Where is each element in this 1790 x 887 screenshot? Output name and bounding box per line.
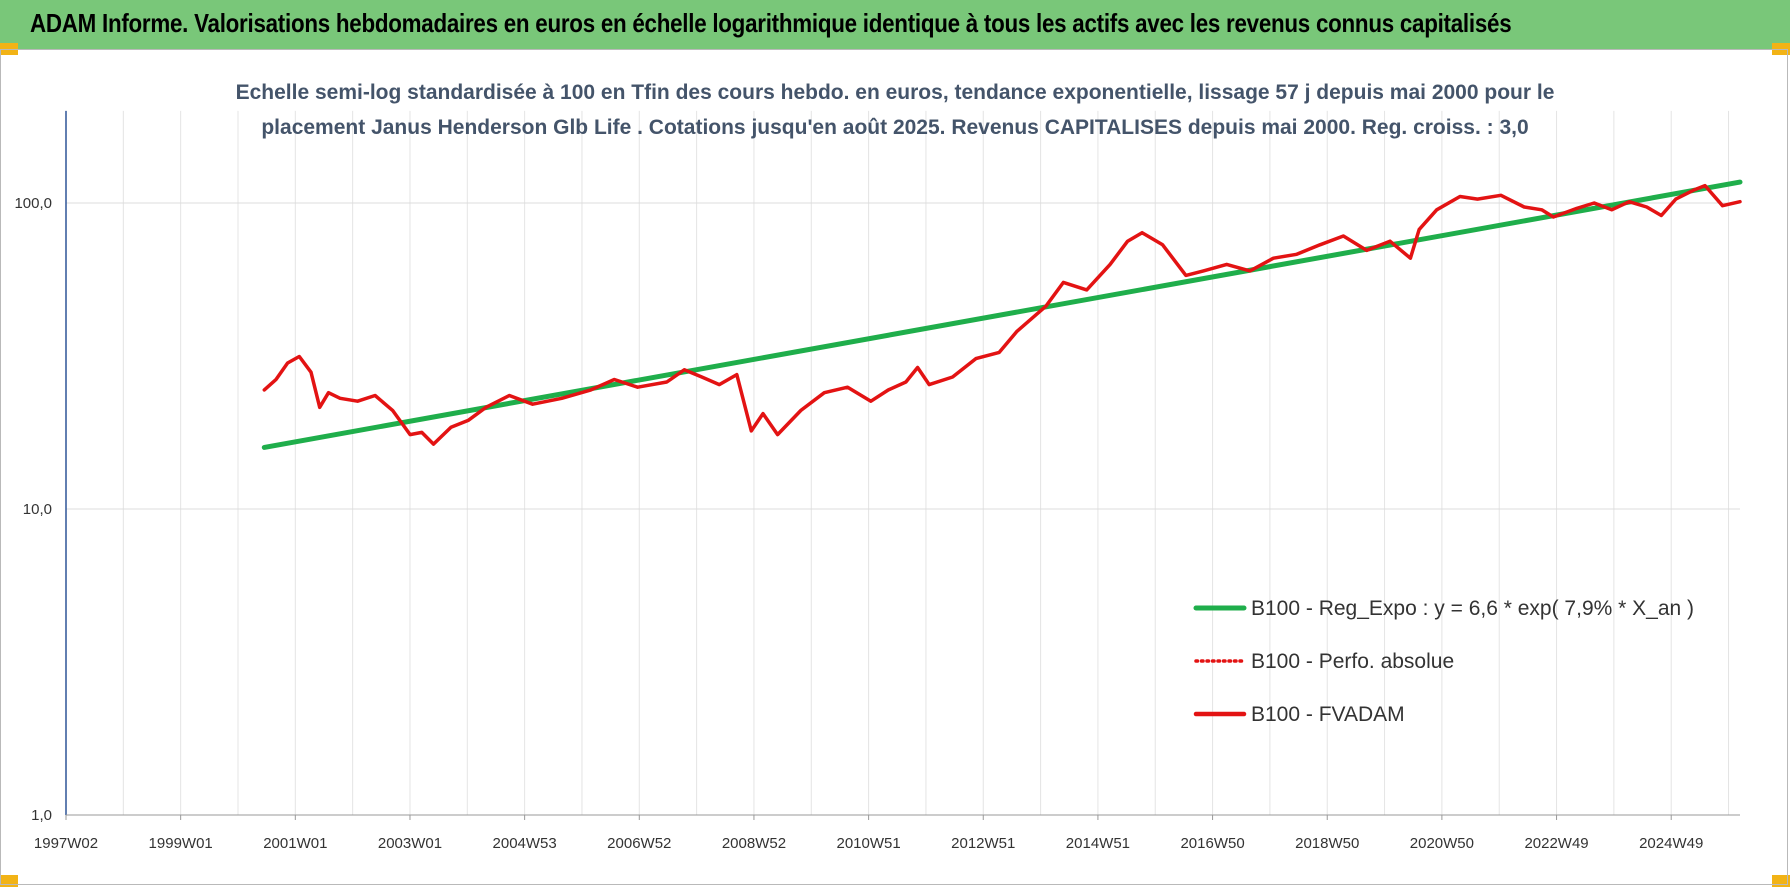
chart-frame — [0, 49, 1788, 885]
chart-axes: 1,0 10,0 100,0 1997W02 1999W01 2001W01 2003W01… — [14, 110, 1740, 852]
x-tick-label: 2003W01 — [378, 835, 442, 852]
x-tick-label: 2022W49 — [1524, 835, 1588, 852]
y-tick-label: 1,0 — [31, 807, 52, 824]
x-tick-label: 1999W01 — [149, 835, 213, 852]
y-tick-label: 10,0 — [23, 501, 52, 518]
report-title: ADAM Informe. Valorisations hebdomadaire… — [30, 8, 1512, 38]
report-header: ADAM Informe. Valorisations hebdomadaire… — [0, 0, 1790, 49]
x-tick-label: 2008W52 — [722, 835, 786, 852]
x-tick-label: 2016W50 — [1180, 835, 1244, 852]
x-tick-label: 2010W51 — [836, 835, 900, 852]
x-tick-label: 1997W02 — [34, 835, 98, 852]
legend-item-regression-label: B100 - Reg_Expo : y = 6,6 * exp( 7,9% * … — [1251, 597, 1694, 620]
chart-title-line-1: Echelle semi-log standardisée à 100 en T… — [236, 81, 1555, 104]
legend-item-perfo-label: B100 - Perfo. absolue — [1251, 650, 1454, 673]
chart-title-line-2: placement Janus Henderson Glb Life . Cot… — [261, 116, 1528, 139]
x-tick-label: 2006W52 — [607, 835, 671, 852]
regression-line — [261, 179, 1743, 450]
y-tick-label: 100,0 — [14, 195, 52, 212]
x-tick-label: 2004W53 — [493, 835, 557, 852]
chart-grid — [65, 110, 1740, 815]
x-tick-label: 2012W51 — [951, 835, 1015, 852]
chart-series — [261, 179, 1743, 450]
x-tick-label: 2001W01 — [263, 835, 327, 852]
chart-legend: B100 - Reg_Expo : y = 6,6 * exp( 7,9% * … — [1193, 597, 1694, 726]
x-tick-label: 2024W49 — [1639, 835, 1703, 852]
x-tick-label: 2018W50 — [1295, 835, 1359, 852]
x-tick-label: 2014W51 — [1066, 835, 1130, 852]
x-tick-label: 2020W50 — [1410, 835, 1474, 852]
legend-item-fvadam-label: B100 - FVADAM — [1251, 703, 1405, 726]
fvadam-line — [262, 183, 1742, 446]
